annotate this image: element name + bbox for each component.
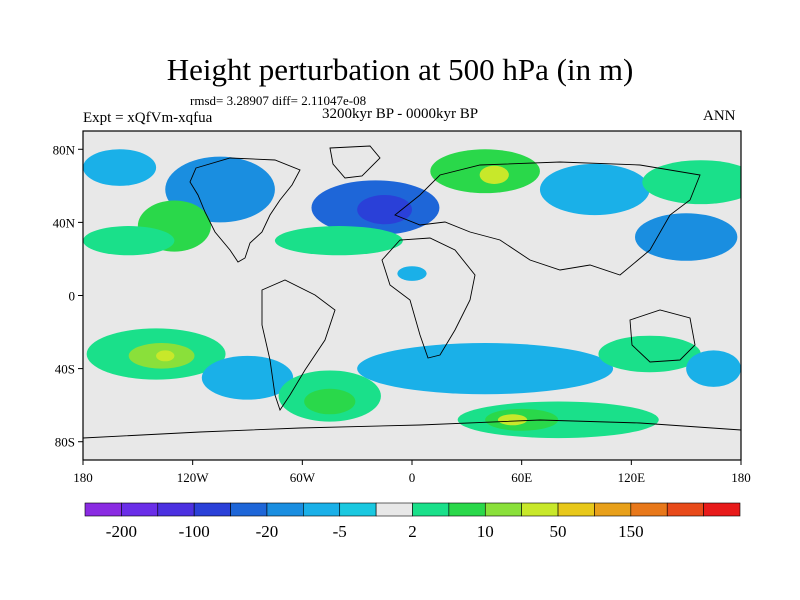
- coastline-africa: [381, 237, 476, 359]
- colorbar-label: 150: [618, 522, 644, 541]
- coastline-south-america: [261, 279, 336, 412]
- colorbar-label: -20: [256, 522, 279, 541]
- axes: 180 120W 60W 0 60E 120E 180 80N 40N 0 40S 80S: [53, 142, 751, 485]
- colorbar-label: 10: [477, 522, 494, 541]
- coastline-layer: [83, 145, 741, 439]
- field-region-atlantic-band-pos: [274, 226, 403, 256]
- field-region-s-indian-neg: [357, 343, 614, 395]
- field-region-s-pacific-peak: [156, 350, 175, 362]
- colorbar-swatch: [630, 502, 668, 517]
- colorbar-swatch: [375, 502, 413, 517]
- colorbar-swatch: [412, 502, 450, 517]
- field-region-australia-pos: [598, 335, 701, 373]
- colorbar-swatch: [121, 502, 159, 517]
- colorbar-label: -100: [179, 522, 210, 541]
- colorbar-swatch: [594, 502, 632, 517]
- coastline-north-america: [189, 157, 301, 263]
- field-region-pacific-band-pos: [83, 226, 175, 256]
- field-layer: [83, 149, 741, 439]
- season-label: ANN: [703, 108, 736, 124]
- colorbar-swatch: [448, 502, 486, 517]
- colorbar-swatch: [157, 502, 195, 517]
- coastline-australia: [629, 309, 696, 363]
- x-tick-label: 0: [409, 470, 416, 485]
- x-tick-label: 60E: [511, 470, 532, 485]
- stats-line: rmsd= 3.28907 diff= 2.11047e-08: [190, 93, 367, 108]
- coastline-antarctica: [83, 419, 741, 439]
- colorbar-swatch: [339, 502, 377, 517]
- colorbar-label: 2: [408, 522, 417, 541]
- field-region-nw-pacific-neg2: [634, 213, 738, 261]
- x-tick-label: 120E: [618, 470, 646, 485]
- colorbar-swatch: [303, 502, 341, 517]
- field-region-s-atlantic-core: [304, 388, 356, 415]
- coastline-eurasia: [394, 161, 701, 276]
- x-tick-label: 180: [73, 470, 93, 485]
- x-tick-label: 120W: [177, 470, 210, 485]
- y-tick-label: 40S: [55, 362, 75, 377]
- colorbar-label: -200: [106, 522, 137, 541]
- colorbar-label: 50: [550, 522, 567, 541]
- field-region-tasman-neg: [686, 350, 741, 387]
- colorbar-swatch: [521, 502, 559, 517]
- colorbar-swatch: [230, 502, 268, 517]
- colorbar-label: -5: [333, 522, 347, 541]
- y-tick-label: 80N: [53, 142, 76, 157]
- field-region-e-asia-pos: [642, 160, 741, 205]
- coastline-greenland: [329, 145, 381, 179]
- field-region-siberia-neg: [539, 163, 650, 216]
- colorbar-swatch: [484, 502, 522, 517]
- y-tick-label: 80S: [55, 435, 75, 450]
- colorbar-swatch: [666, 502, 704, 517]
- colorbar-swatch: [703, 502, 741, 517]
- chart-title: Height perturbation at 500 hPa (in m): [166, 52, 634, 87]
- field-region-nw-pacific-neg: [83, 149, 157, 186]
- colorbar-swatch: [266, 502, 304, 517]
- experiment-label: Expt = xQfVm-xqfua: [83, 110, 213, 126]
- y-tick-label: 40N: [53, 215, 76, 230]
- field-region-sahara-neg: [397, 266, 427, 281]
- period-label: 3200kyr BP - 0000kyr BP: [322, 106, 479, 122]
- colorbar-swatch: [84, 502, 122, 517]
- field-region-southern-ocean-peak: [497, 414, 528, 426]
- field-region-s-america-neg: [201, 355, 294, 400]
- colorbar-swatch: [193, 502, 231, 517]
- field-region-n-atlantic-core: [357, 194, 413, 225]
- x-tick-label: 180: [731, 470, 751, 485]
- x-tick-label: 60W: [290, 470, 316, 485]
- colorbar-swatch: [557, 502, 595, 517]
- field-region-europe-core: [479, 165, 509, 185]
- y-tick-label: 0: [69, 289, 76, 304]
- colorbar: -200 -100 -20 -5 2 10 50 150: [84, 502, 741, 541]
